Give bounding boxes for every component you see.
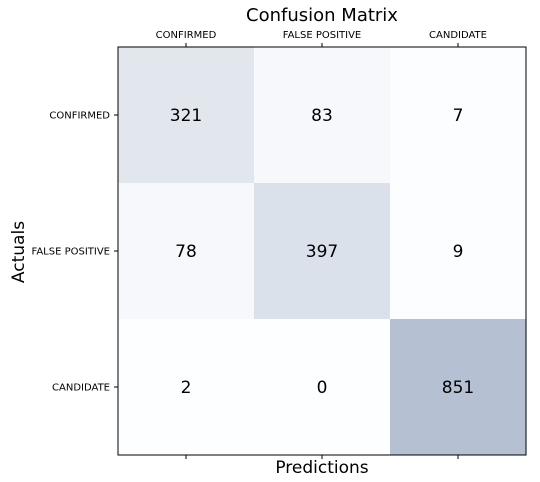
y-axis-ticks: CONFIRMED FALSE POSITIVE CANDIDATE <box>31 111 118 394</box>
chart-title: Confusion Matrix <box>246 5 398 26</box>
cell-value-label: 2 <box>181 378 192 398</box>
cell-value-labels: 321 83 7 78 397 9 2 0 851 <box>170 106 474 398</box>
heatmap-cell <box>390 319 527 456</box>
cell-value-label: 83 <box>311 106 333 126</box>
x-axis-ticks: CONFIRMED FALSE POSITIVE CANDIDATE <box>156 30 487 459</box>
cell-value-label: 397 <box>306 242 338 262</box>
cell-value-label: 9 <box>453 242 464 262</box>
cell-value-label: 7 <box>453 106 464 126</box>
y-tick-label: CONFIRMED <box>49 111 110 122</box>
heatmap-cell <box>254 47 391 184</box>
cell-value-label: 321 <box>170 106 202 126</box>
heatmap-cell <box>390 183 527 320</box>
y-tick-label: CANDIDATE <box>52 383 110 394</box>
y-tick-label: FALSE POSITIVE <box>31 247 110 258</box>
heatmap-cells <box>118 47 527 456</box>
y-axis-label: Actuals <box>9 221 29 283</box>
cell-value-label: 851 <box>442 378 474 398</box>
x-axis-label: Predictions <box>275 458 368 478</box>
x-tick-label: CANDIDATE <box>429 30 487 41</box>
x-tick-label: FALSE POSITIVE <box>283 30 362 41</box>
heatmap-cell <box>118 47 255 184</box>
heatmap-cell <box>390 47 527 184</box>
heatmap-cell <box>254 319 391 456</box>
x-tick-label: CONFIRMED <box>156 30 217 41</box>
cell-value-label: 78 <box>175 242 197 262</box>
heatmap-cell <box>118 319 255 456</box>
heatmap-cell <box>118 183 255 320</box>
cell-value-label: 0 <box>317 378 328 398</box>
heatmap-cell <box>254 183 391 320</box>
